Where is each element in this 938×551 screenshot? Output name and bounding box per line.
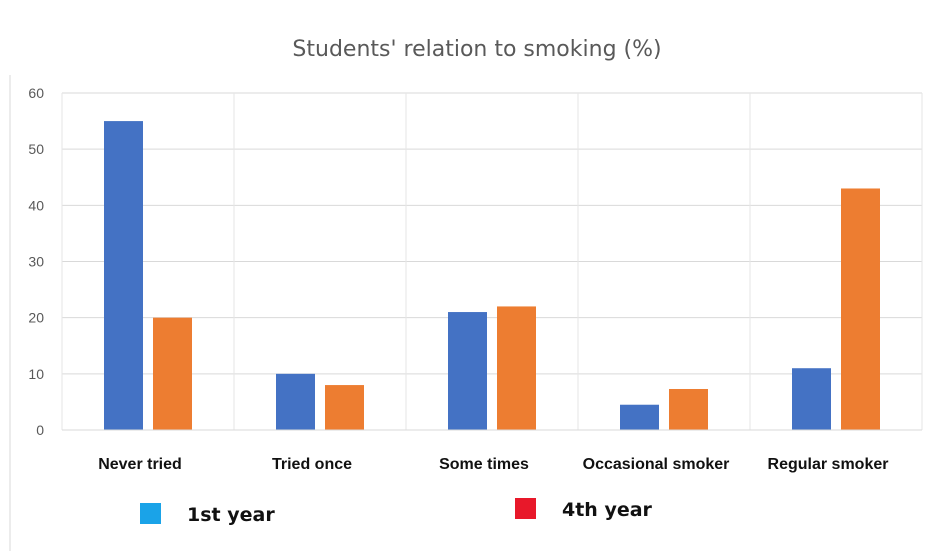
legend-label: 4th year [562,499,653,521]
bar-series2-cat2 [325,385,364,430]
bar-series2-cat5 [841,188,880,430]
bar-series2-cat4 [669,388,708,430]
gridlines [61,92,923,430]
y-tick-label: 60 [28,85,44,101]
bar-series1-cat4 [620,404,659,430]
x-tick-label: Regular smoker [768,456,889,473]
legend-swatch [515,498,536,519]
bar-series2-cat3 [497,306,536,430]
x-tick-label: Tried once [272,456,352,473]
bar-series1-cat1 [104,121,143,430]
bar-series1-cat3 [448,312,487,430]
legend-swatch [140,503,161,524]
legend: 1st year 4th year [140,498,653,526]
y-tick-label: 50 [28,141,44,157]
legend-label: 1st year [187,504,275,526]
y-axis-ticks: 0 10 20 30 40 50 60 [28,85,44,438]
bar-series1-cat2 [276,373,315,430]
x-tick-label: Occasional smoker [583,456,730,473]
x-axis-ticks: Never tried Tried once Some times Occasiona… [98,456,888,473]
bar-series2-cat1 [153,317,192,430]
y-tick-label: 0 [36,422,44,438]
bar-series1-cat5 [792,368,831,430]
y-tick-label: 20 [28,310,44,326]
bars [104,121,880,430]
legend-item: 1st year [140,503,275,526]
y-tick-label: 10 [28,366,44,382]
x-tick-label: Never tried [98,456,182,473]
legend-item: 4th year [515,498,653,521]
x-tick-label: Some times [439,456,529,473]
y-tick-label: 40 [28,197,44,213]
y-tick-label: 30 [28,254,44,270]
chart-title: Students' relation to smoking (%) [292,37,661,62]
